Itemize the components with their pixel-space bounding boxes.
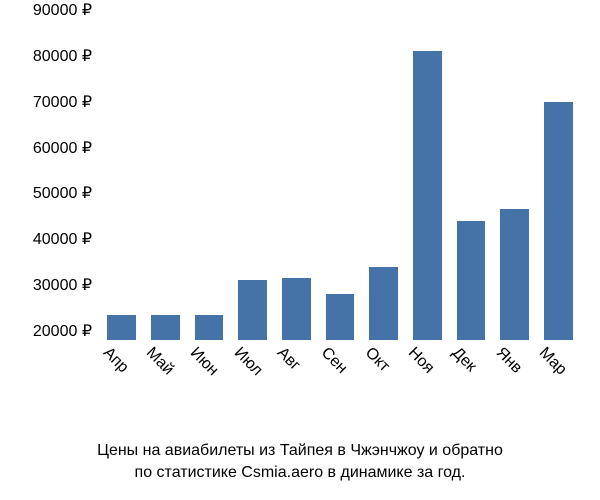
bar	[369, 267, 398, 340]
y-tick-label: 70000 ₽	[33, 92, 100, 112]
x-tick-label: Апр	[99, 340, 136, 377]
x-tick-label: Июл	[230, 340, 270, 380]
price-chart: 20000 ₽ 30000 ₽ 40000 ₽ 50000 ₽ 60000 ₽ 70000…	[0, 0, 600, 500]
bar	[500, 209, 529, 340]
bar	[544, 102, 573, 340]
x-tick-label: Авг	[273, 340, 308, 375]
caption-line-1: Цены на авиабилеты из Тайпея в Чжэнчжоу …	[0, 440, 600, 462]
chart-caption: Цены на авиабилеты из Тайпея в Чжэнчжоу …	[0, 440, 600, 483]
x-tick-label: Июн	[186, 340, 226, 380]
x-tick-label: Янв	[492, 340, 529, 377]
x-tick-label: Дек	[448, 340, 484, 376]
y-tick-label: 80000 ₽	[33, 46, 100, 66]
x-tick-label: Май	[142, 340, 181, 379]
x-tick-label: Окт	[361, 340, 397, 376]
bar	[457, 221, 486, 340]
caption-line-2: по статистике Csmia.aero в динамике за г…	[0, 462, 600, 484]
bar	[195, 315, 224, 340]
bar	[282, 278, 311, 340]
bars-layer	[100, 10, 580, 340]
y-tick-label: 90000 ₽	[33, 0, 100, 20]
y-tick-label: 60000 ₽	[33, 138, 100, 158]
bar	[107, 315, 136, 340]
y-tick-label: 50000 ₽	[33, 183, 100, 203]
x-tick-label: Сен	[317, 340, 355, 378]
bar	[326, 294, 355, 340]
bar	[413, 51, 442, 340]
y-tick-label: 30000 ₽	[33, 275, 100, 295]
x-tick-label: Ноя	[404, 340, 442, 378]
x-tick-label: Мар	[535, 340, 574, 379]
bar	[151, 315, 180, 340]
y-tick-label: 40000 ₽	[33, 229, 100, 249]
plot-area: 20000 ₽30000 ₽40000 ₽50000 ₽60000 ₽70000…	[100, 10, 580, 340]
bar	[238, 280, 267, 340]
y-tick-label: 20000 ₽	[33, 321, 100, 341]
